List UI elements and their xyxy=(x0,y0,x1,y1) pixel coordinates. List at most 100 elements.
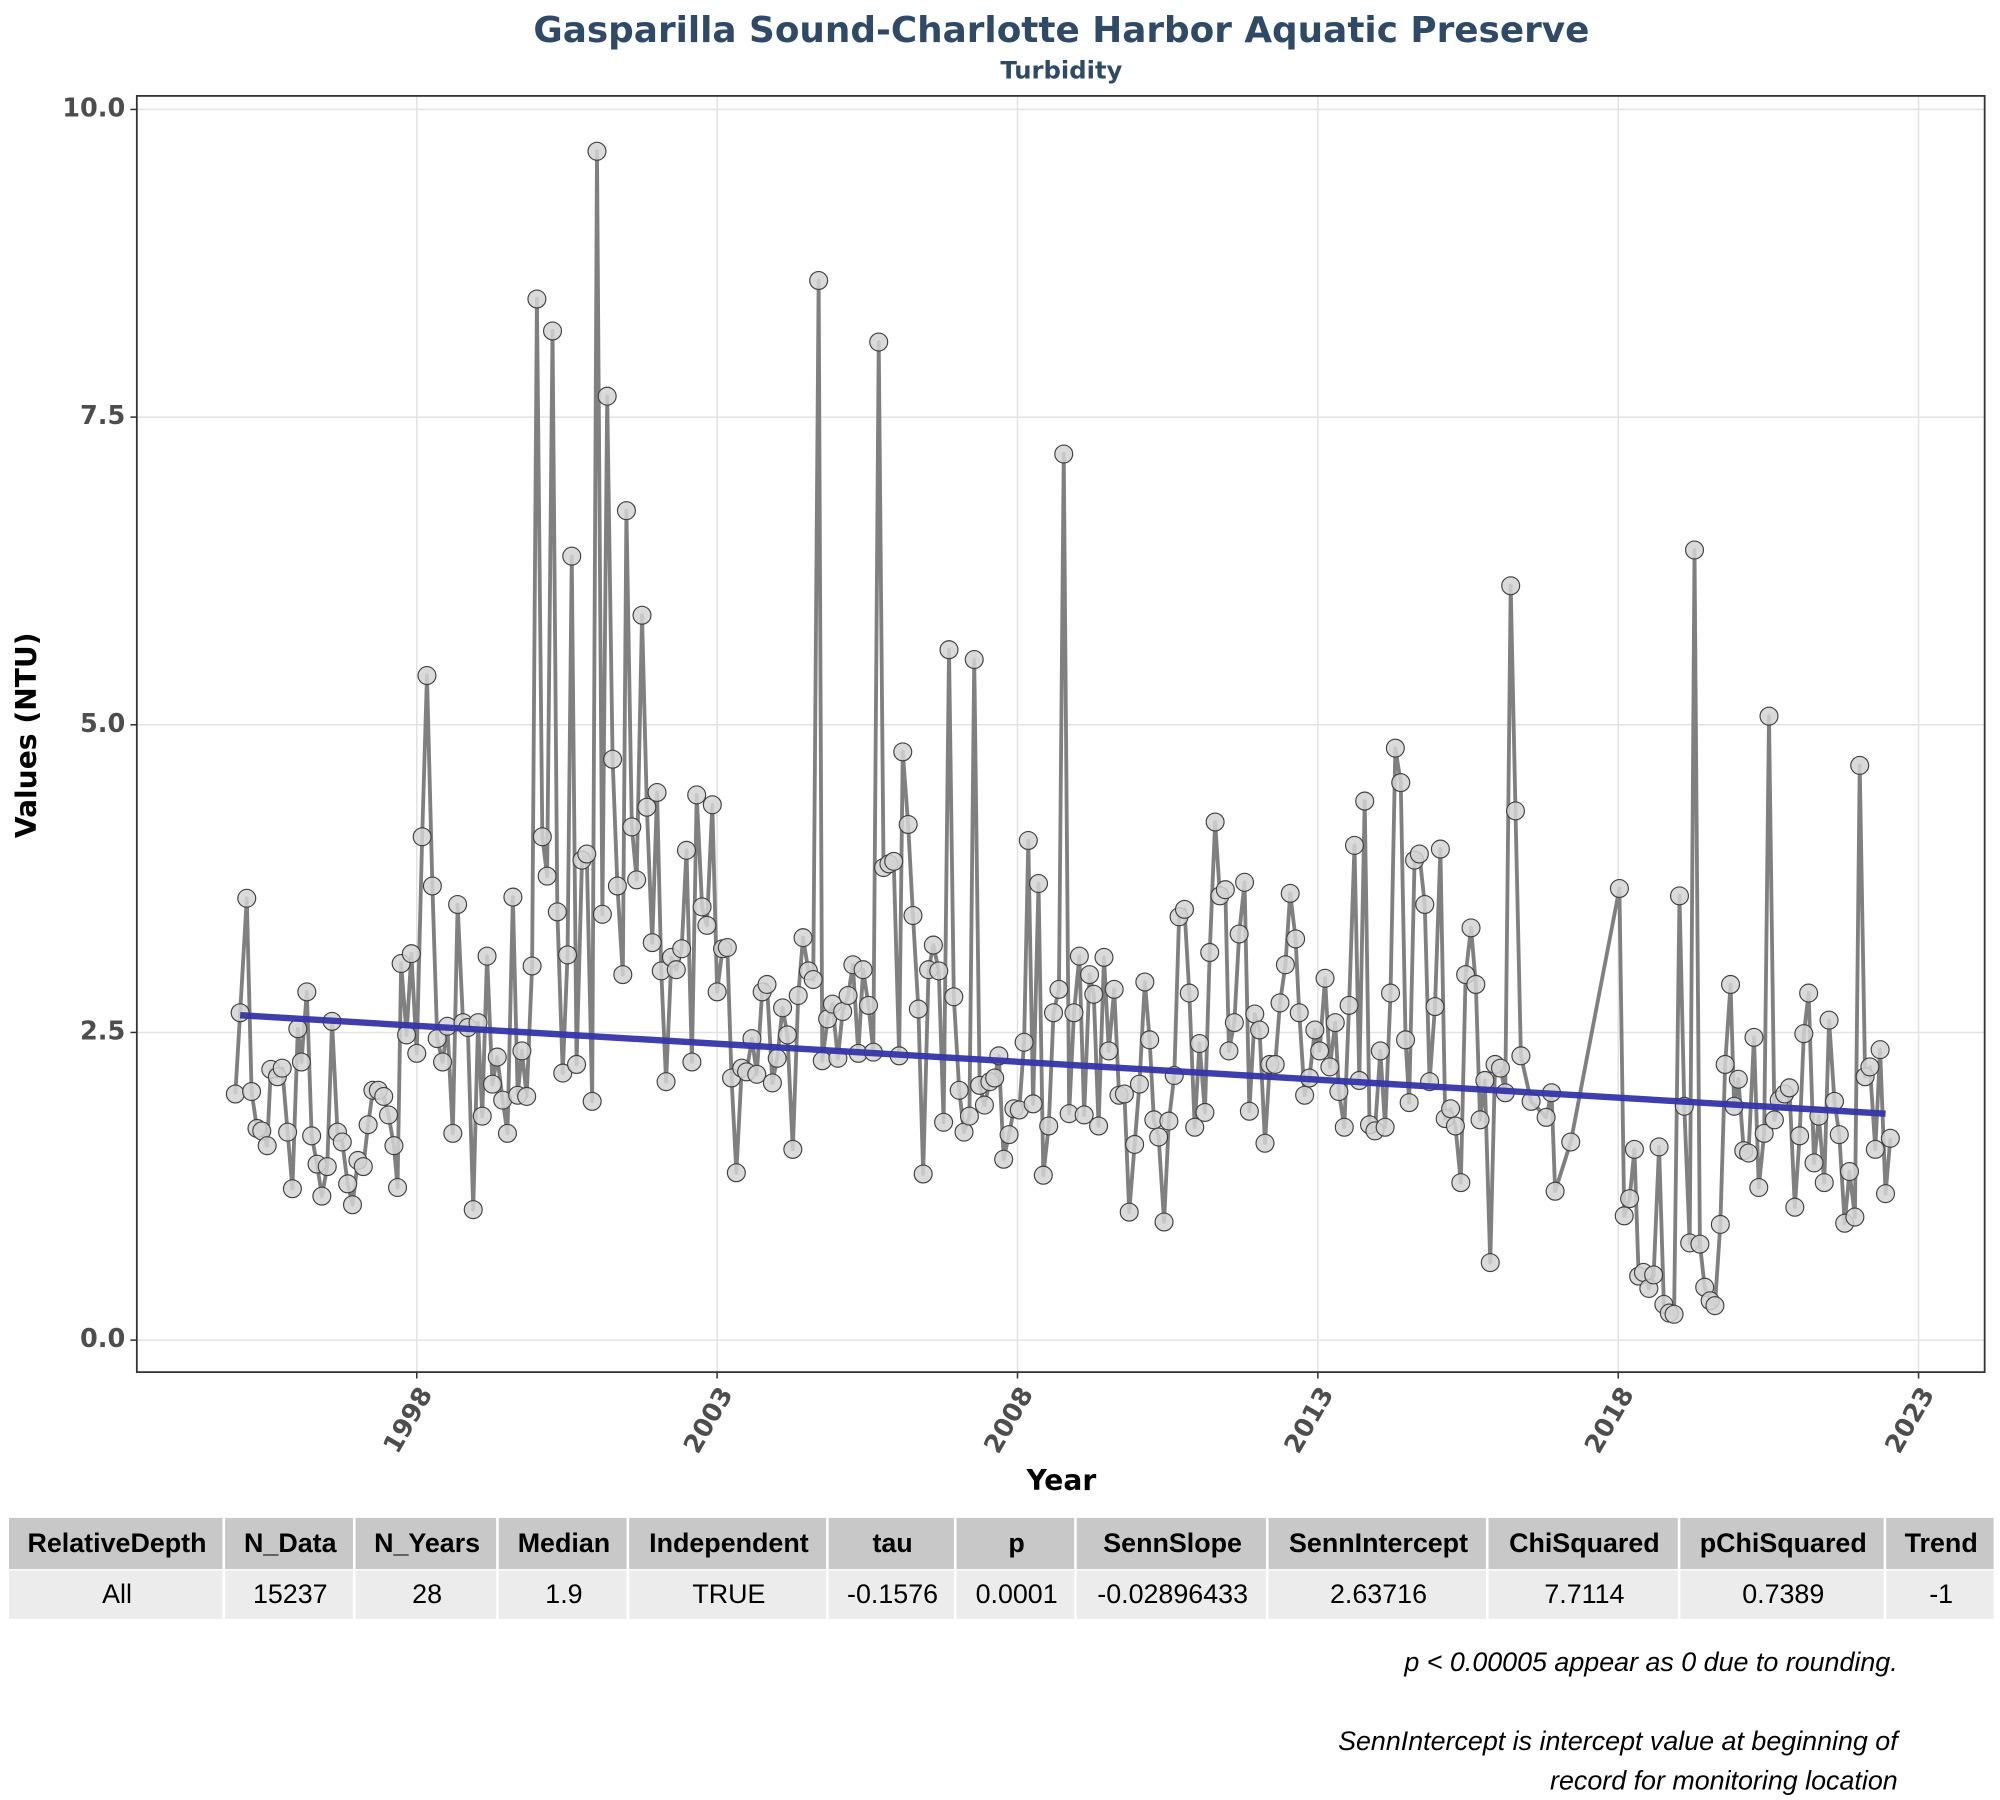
data-point xyxy=(553,1063,573,1083)
data-point xyxy=(1344,835,1365,855)
data-point xyxy=(929,961,949,981)
data-point xyxy=(1064,1003,1084,1023)
data-point xyxy=(692,897,712,917)
data-point xyxy=(908,999,928,1019)
data-point xyxy=(1114,1084,1134,1104)
data-point xyxy=(1375,1117,1395,1137)
chart-title: Gasparilla Sound-Charlotte Harbor Aquati… xyxy=(533,10,1589,51)
data-point xyxy=(1480,1253,1500,1273)
x-tick-label: 2023 xyxy=(1879,1382,1941,1459)
table-header-cell xyxy=(1886,1517,1994,1570)
data-point xyxy=(1744,1027,1764,1047)
data-point xyxy=(642,933,662,953)
data-point xyxy=(282,1179,302,1199)
table-header-cell xyxy=(1488,1517,1678,1570)
data-point xyxy=(374,1086,394,1106)
data-point xyxy=(1355,791,1375,811)
y-tick-label: 2.5 xyxy=(80,1016,125,1046)
data-point xyxy=(777,1025,797,1045)
data-point xyxy=(1470,1110,1490,1130)
x-tick-label: 2018 xyxy=(1579,1382,1641,1459)
data-point xyxy=(923,935,943,955)
data-point xyxy=(537,866,557,886)
table-value: 7.7114 xyxy=(1544,1579,1624,1609)
data-point xyxy=(1174,899,1195,919)
table-cell xyxy=(1488,1570,1678,1619)
data-point xyxy=(1119,1202,1139,1222)
data-point xyxy=(472,1106,492,1126)
data-point xyxy=(1039,1116,1059,1136)
data-point xyxy=(994,1149,1014,1169)
table-cell xyxy=(498,1570,627,1619)
data-point xyxy=(903,906,923,926)
data-point xyxy=(1224,1013,1244,1033)
data-point xyxy=(1239,1101,1259,1121)
data-point xyxy=(543,321,563,341)
data-point xyxy=(417,666,437,686)
table-header: Independent xyxy=(649,1528,809,1558)
data-point xyxy=(1396,1030,1416,1050)
data-point xyxy=(1501,576,1521,596)
data-point xyxy=(944,987,964,1007)
data-point xyxy=(1850,755,1870,775)
data-point xyxy=(225,1084,245,1104)
data-point xyxy=(1028,874,1049,894)
data-point xyxy=(1536,1107,1556,1127)
data-point xyxy=(388,1177,408,1198)
data-point xyxy=(627,870,647,890)
data-point xyxy=(1814,1173,1834,1193)
table-header: N_Years xyxy=(374,1528,480,1558)
data-point xyxy=(613,965,633,985)
data-point xyxy=(1129,1074,1149,1094)
data-point xyxy=(1235,872,1255,892)
data-point xyxy=(1511,1046,1531,1066)
data-point xyxy=(1609,878,1629,898)
data-point xyxy=(1245,1004,1265,1024)
data-point xyxy=(338,1174,358,1194)
data-point xyxy=(1069,946,1089,966)
data-point xyxy=(401,944,421,964)
data-point xyxy=(1620,1189,1640,1209)
data-point xyxy=(762,1073,782,1093)
y-tick-label: 0.0 xyxy=(80,1324,125,1354)
data-point xyxy=(1154,1212,1174,1232)
data-point xyxy=(999,1125,1019,1145)
data-point xyxy=(1381,983,1401,1003)
x-tick-label: 1998 xyxy=(378,1382,440,1459)
data-point xyxy=(788,986,808,1006)
data-point xyxy=(312,1186,332,1206)
table-value: TRUE xyxy=(692,1579,765,1609)
data-point xyxy=(747,1064,767,1084)
y-tick-label: 10.0 xyxy=(62,93,125,123)
data-point xyxy=(237,888,257,908)
table-header: pChiSquared xyxy=(1700,1528,1867,1558)
table-cell xyxy=(225,1570,353,1619)
data-point xyxy=(332,1132,352,1152)
data-point xyxy=(1845,1207,1865,1227)
table-header-cell xyxy=(828,1517,954,1570)
table-value: 0.7389 xyxy=(1742,1579,1824,1609)
data-point xyxy=(793,928,813,948)
data-point xyxy=(1624,1139,1644,1159)
data-point xyxy=(547,902,567,922)
data-point xyxy=(1270,993,1290,1013)
x-axis-title: Year xyxy=(1026,1464,1097,1497)
data-point xyxy=(422,876,442,896)
data-point xyxy=(1461,918,1481,938)
table-value: 2.63716 xyxy=(1330,1579,1427,1609)
data-point xyxy=(272,1058,292,1078)
data-point xyxy=(1125,1134,1145,1154)
data-point xyxy=(317,1157,337,1177)
data-point xyxy=(477,946,497,966)
data-point xyxy=(632,605,652,625)
data-point xyxy=(1080,965,1100,985)
table-header-cell xyxy=(1680,1517,1884,1570)
data-point xyxy=(503,887,523,907)
data-point xyxy=(1370,1041,1390,1061)
data-point xyxy=(482,1074,502,1094)
data-point xyxy=(512,1041,532,1061)
data-point xyxy=(1614,1206,1634,1226)
data-point xyxy=(1104,979,1124,999)
data-point xyxy=(637,797,657,817)
data-point xyxy=(1255,1133,1275,1153)
